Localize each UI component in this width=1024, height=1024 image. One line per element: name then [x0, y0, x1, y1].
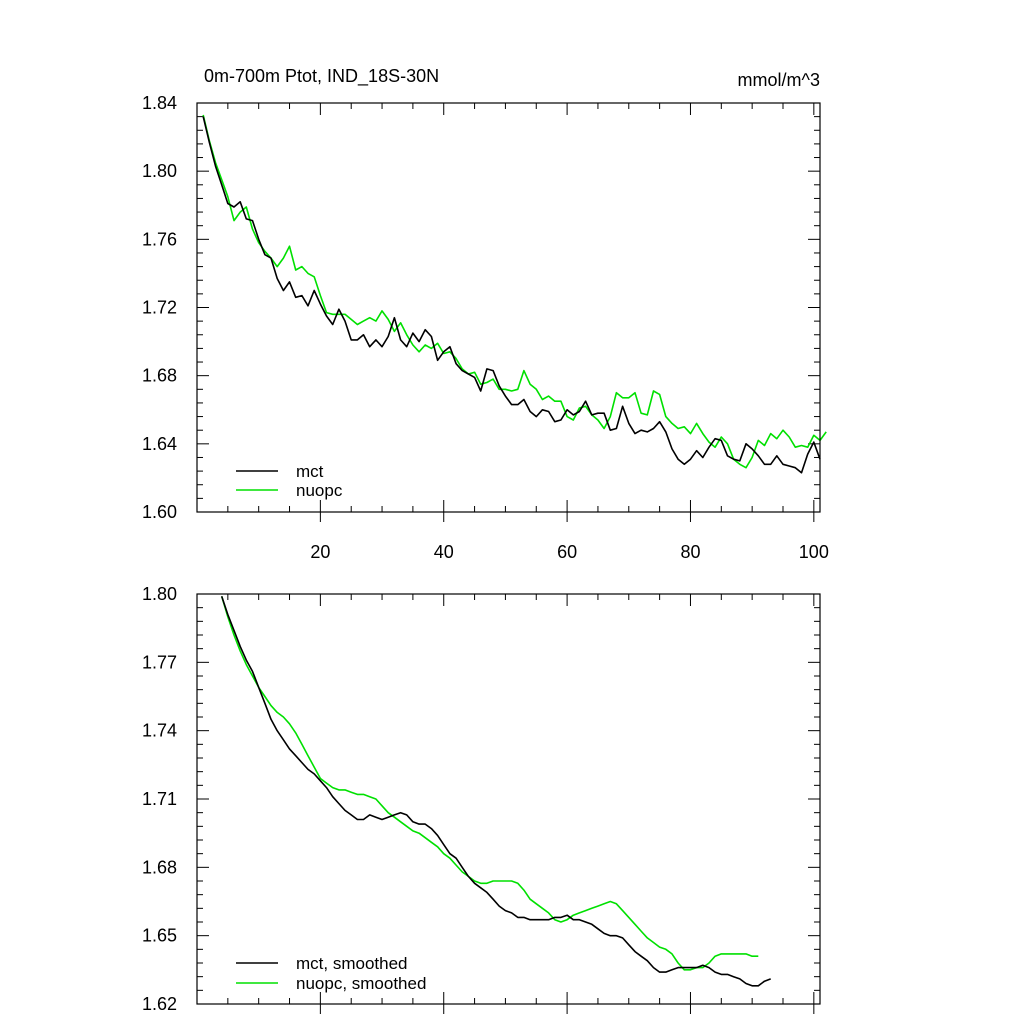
- y-tick-label: 1.80: [142, 584, 177, 604]
- legend-label: nuopc, smoothed: [296, 974, 426, 993]
- y-tick-label: 1.64: [142, 434, 177, 454]
- y-tick-label: 1.74: [142, 721, 177, 741]
- y-tick-label: 1.62: [142, 994, 177, 1014]
- series-line-nuopc-smoothed: [220, 596, 759, 971]
- legend-label: mct: [296, 462, 324, 481]
- top-panel-title-left: 0m-700m Ptot, IND_18S-30N: [204, 66, 439, 87]
- series-line-mct: [202, 116, 821, 474]
- y-tick-label: 1.65: [142, 926, 177, 946]
- y-tick-label: 1.77: [142, 652, 177, 672]
- bottom-panel-ticks: 1.62 1.65 1.68 1.71 1.74 1.77 1.80: [142, 584, 820, 1014]
- top-panel: 0m-700m Ptot, IND_18S-30N mmol/m^3 1.601…: [142, 66, 829, 562]
- y-tick-label: 1.80: [142, 161, 177, 181]
- legend-label: nuopc: [296, 481, 343, 500]
- top-panel-series: [202, 114, 827, 474]
- y-tick-label: 1.68: [142, 366, 177, 386]
- y-tick-label: 1.71: [142, 789, 177, 809]
- legend-label: mct, smoothed: [296, 954, 408, 973]
- y-tick-label: 1.68: [142, 857, 177, 877]
- top-panel-ticks: 1.60 1.64 1.68 1.72 1.76 1.80 1.84 20 40 60 80 100: [142, 93, 829, 562]
- x-tick-label: 60: [557, 542, 577, 562]
- series-line-mct-smoothed: [220, 596, 771, 987]
- x-tick-label: 80: [680, 542, 700, 562]
- y-tick-label: 1.60: [142, 502, 177, 522]
- top-panel-frame: [196, 102, 821, 513]
- y-tick-label: 1.72: [142, 298, 177, 318]
- bottom-panel-frame: [196, 593, 821, 1005]
- x-tick-label: 20: [310, 542, 330, 562]
- x-tick-label: 40: [434, 542, 454, 562]
- series-line-nuopc: [202, 114, 827, 469]
- top-panel-title-right: mmol/m^3: [738, 70, 820, 90]
- bottom-panel: 1.62 1.65 1.68 1.71 1.74 1.77 1.80 mct, smooth…: [142, 584, 821, 1014]
- bottom-panel-series: [220, 596, 771, 987]
- x-tick-label: 100: [799, 542, 829, 562]
- y-tick-label: 1.76: [142, 229, 177, 249]
- y-tick-label: 1.84: [142, 93, 177, 113]
